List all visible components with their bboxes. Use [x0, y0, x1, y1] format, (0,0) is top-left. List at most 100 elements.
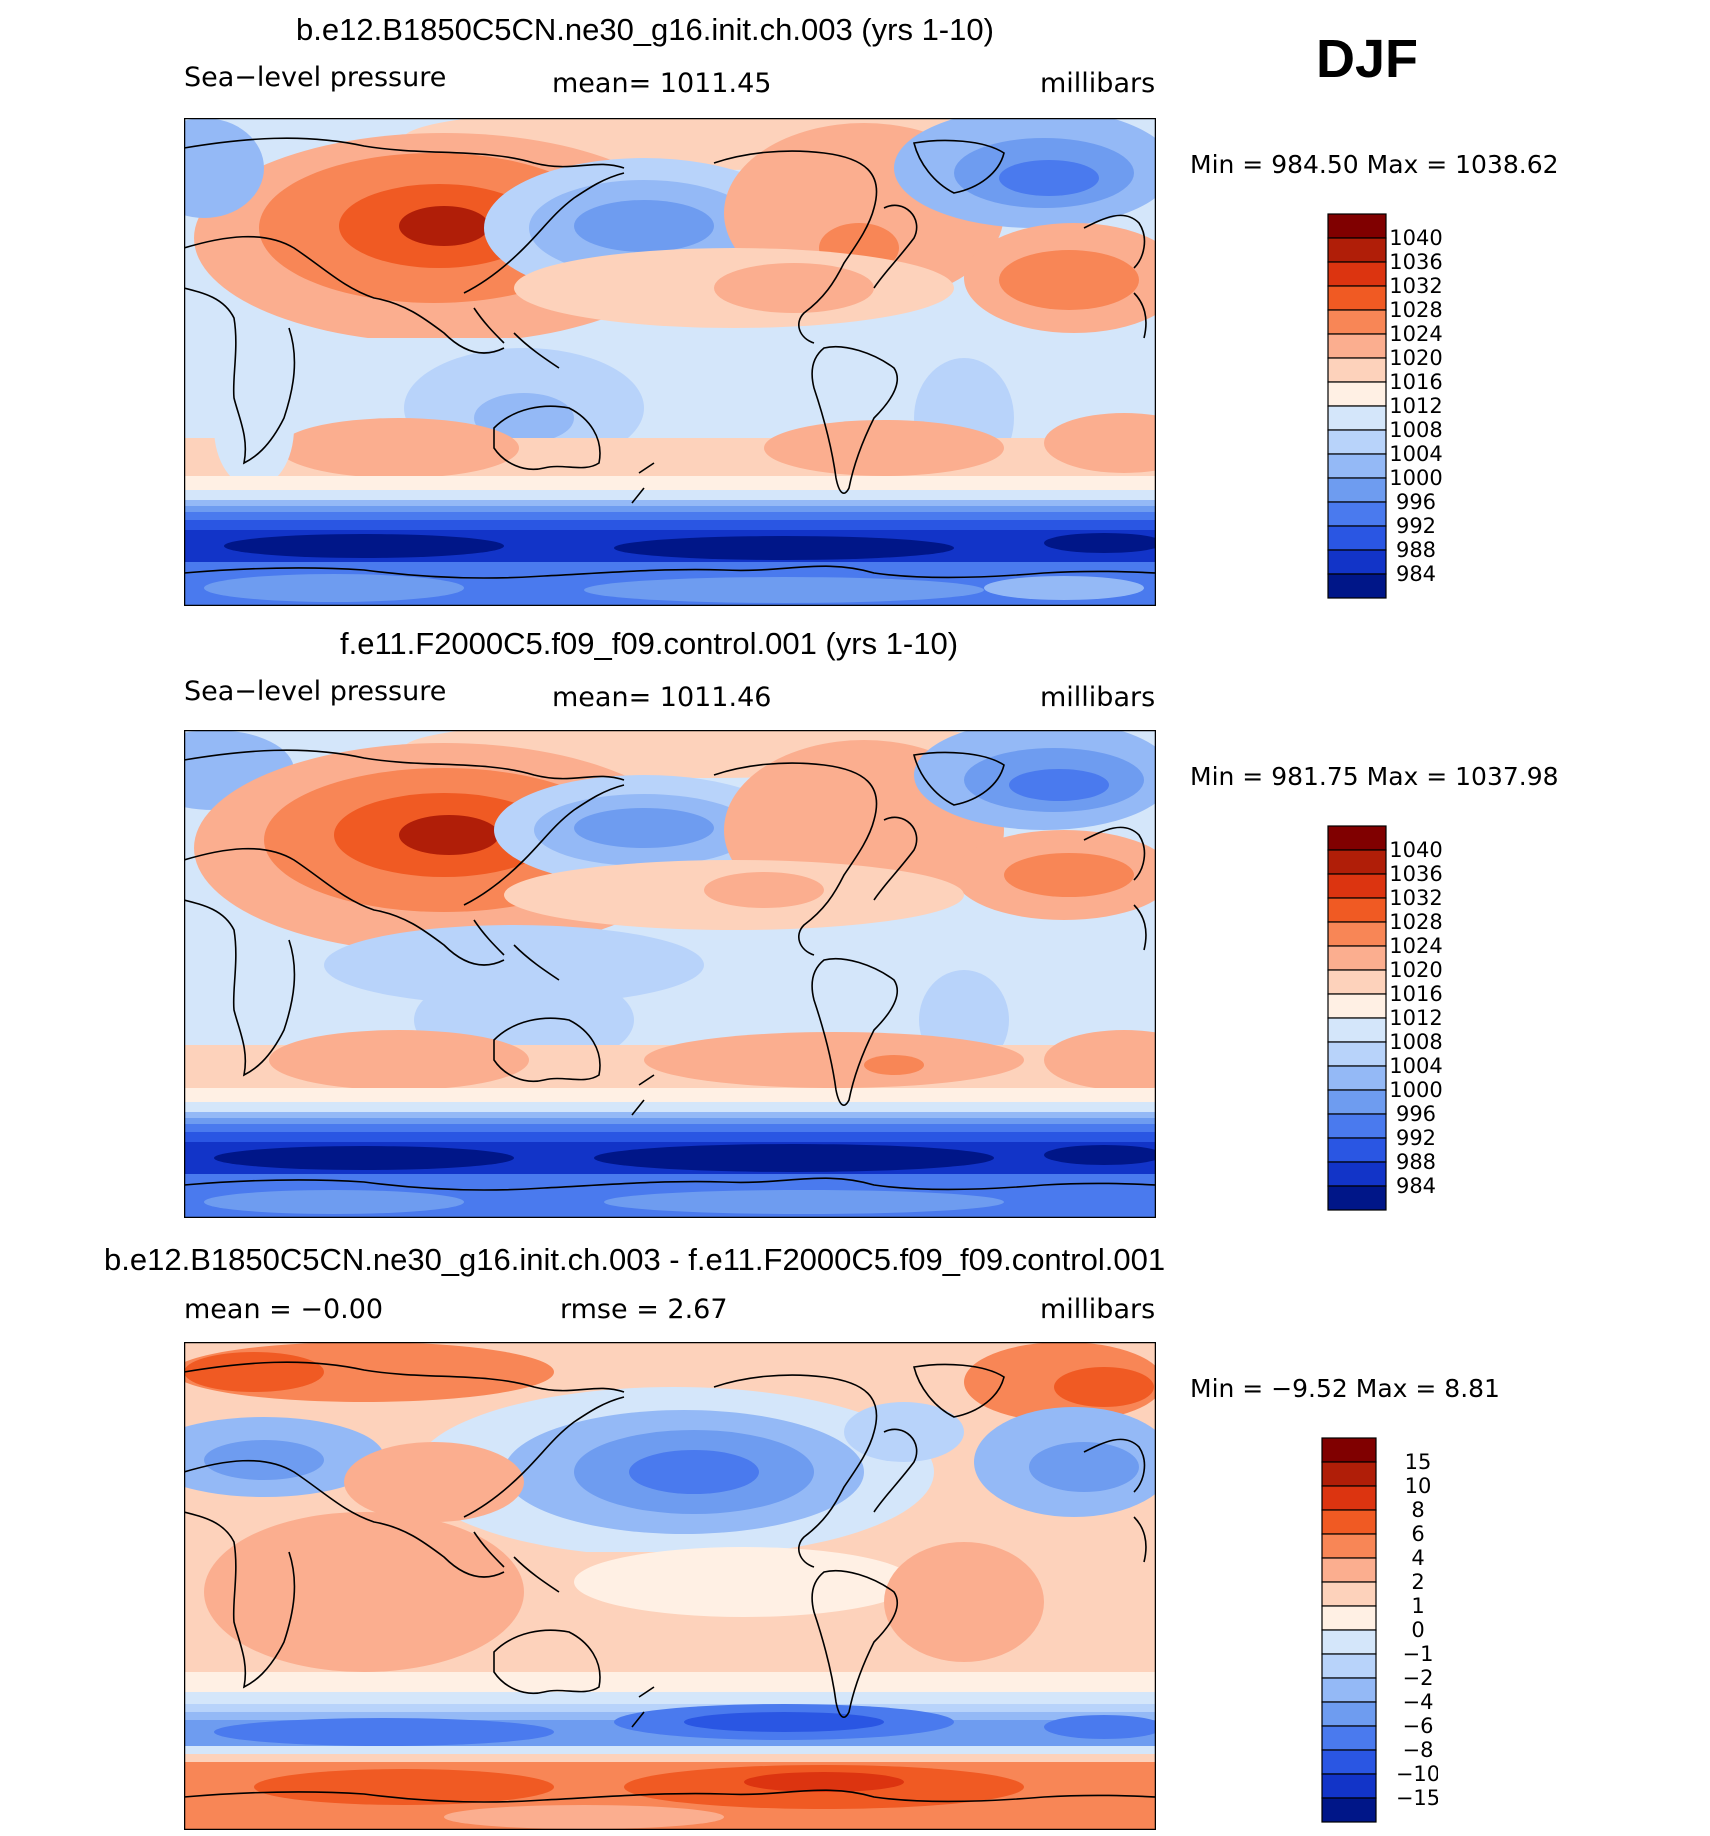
field-antarctic-2 — [584, 577, 984, 603]
field-africa-low — [214, 368, 294, 488]
field-so-core-2 — [594, 1144, 994, 1172]
colorbar-tick-label: 988 — [1396, 1150, 1436, 1174]
colorbar-tick-label: 1024 — [1389, 322, 1442, 346]
field-arctic-east-core — [1054, 1367, 1154, 1407]
field-south-indian-high — [279, 418, 519, 478]
colorbar-box — [1327, 969, 1387, 995]
coast-asia-east — [463, 1396, 625, 1518]
colorbar-box — [1327, 945, 1387, 971]
colorbar-box — [1327, 549, 1387, 575]
field-so-to-ant-2 — [184, 1754, 1156, 1764]
colorbar-tick-label: 0 — [1411, 1618, 1424, 1642]
colorbar-tick-label: 1028 — [1389, 910, 1442, 934]
colorbar-tick-label: 984 — [1396, 1174, 1436, 1198]
field-antarctic-1 — [204, 574, 464, 602]
coast-south-america — [811, 957, 899, 1106]
coast-antarctica — [184, 565, 1156, 579]
colorbar-box — [1327, 429, 1387, 455]
panel-3-map — [184, 1342, 1156, 1830]
coast-europe-west — [1083, 1438, 1147, 1563]
field-siberian-high-peak — [399, 815, 499, 855]
field-so-core-4 — [1044, 1715, 1156, 1739]
panel-1-variable-label: Sea−level pressure — [184, 62, 447, 93]
colorbar-box — [1321, 1653, 1377, 1679]
colorbar-box — [1321, 1533, 1377, 1559]
map-frame — [184, 1342, 1156, 1830]
colorbar-box — [1327, 285, 1387, 311]
field-north-pacific-negative-core — [629, 1450, 759, 1494]
field-icelandic-low-core — [999, 160, 1099, 196]
colorbar-tick-label: 1032 — [1389, 274, 1442, 298]
map-frame — [184, 730, 1156, 1218]
coast-new-zealand — [631, 462, 655, 504]
field-south-atlantic-high — [1044, 413, 1156, 473]
colorbar-tick-label: 992 — [1396, 1126, 1436, 1150]
field-icelandic-low-core — [1009, 769, 1109, 801]
field-so-core-2 — [614, 536, 954, 560]
coast-se-asia — [473, 919, 560, 981]
panel-3-units-label: millibars — [1040, 1294, 1156, 1325]
field-south-indian-high — [269, 1030, 529, 1090]
colorbar-tick-label: 1028 — [1389, 298, 1442, 322]
field-atlantic-west-low — [184, 118, 264, 218]
coast-se-asia — [473, 1531, 560, 1593]
coastlines — [184, 1361, 1156, 1803]
field-tibet-positive — [344, 1442, 524, 1522]
coast-australia — [493, 1629, 601, 1694]
colorbar-box — [1321, 1557, 1377, 1583]
field-antarctic-3 — [984, 576, 1144, 600]
coast-north-america-east — [873, 816, 918, 901]
colorbar-tick-label: −6 — [1403, 1714, 1434, 1738]
colorbar-tick-label: 1020 — [1389, 958, 1442, 982]
coast-north-america-east — [873, 204, 918, 289]
field-pacific-east-pale — [574, 1547, 914, 1617]
coast-africa — [184, 287, 296, 465]
colorbar-box — [1327, 1065, 1387, 1091]
colorbar-tick-label: 1020 — [1389, 346, 1442, 370]
colorbar-tick-label: −8 — [1403, 1738, 1434, 1762]
colorbar-box — [1327, 921, 1387, 947]
colorbar-tick-label: 1004 — [1389, 442, 1442, 466]
field-so-band-3 — [184, 500, 1156, 508]
coast-greenland — [913, 1363, 1005, 1418]
colorbar-box — [1327, 357, 1387, 383]
field-antarctic-1 — [204, 1190, 464, 1214]
field-so-band-2 — [184, 1102, 1156, 1114]
colorbar-tick-label: 1016 — [1389, 982, 1442, 1006]
coast-north-america — [713, 1374, 878, 1568]
colorbar-box — [1321, 1461, 1377, 1487]
colorbar-tick-label: 1 — [1411, 1594, 1424, 1618]
colorbar-tick-label: 988 — [1396, 538, 1436, 562]
colorbar-box — [1327, 1041, 1387, 1067]
colorbar-tick-label: 1036 — [1389, 862, 1442, 886]
field-so-core-1 — [224, 534, 504, 558]
field-so-band-6 — [184, 520, 1156, 532]
panel-1-colorbar: 1040103610321028102410201016101210081004… — [1327, 213, 1443, 599]
colorbar-box — [1321, 1749, 1377, 1775]
panel-3-title: b.e12.B1850C5CN.ne30_g16.init.ch.003 - f… — [104, 1242, 1166, 1277]
coast-europe-asia-south — [184, 847, 505, 966]
colorbar-box — [1327, 453, 1387, 479]
field-so-band-3 — [184, 1112, 1156, 1120]
panel-3-rmse-label: rmse = 2.67 — [560, 1294, 728, 1325]
coast-europe-asia-south — [184, 235, 505, 354]
colorbar-tick-label: 1040 — [1389, 226, 1442, 250]
field-south-pacific-high-core — [864, 1055, 924, 1075]
panel-1-mean-label: mean= 1011.45 — [552, 68, 772, 99]
panel-3-mean-label: mean = −0.00 — [184, 1294, 384, 1325]
panel-2-variable-label: Sea−level pressure — [184, 676, 447, 707]
colorbar-box — [1327, 405, 1387, 431]
coast-africa — [184, 899, 296, 1077]
field-aleutian-low-core — [574, 808, 714, 848]
colorbar-box — [1327, 333, 1387, 359]
coast-eurasia-north — [184, 137, 625, 169]
coast-south-america — [811, 345, 899, 494]
field-atlantic-negative-core — [1029, 1442, 1139, 1492]
coast-greenland — [913, 139, 1005, 194]
coast-eurasia-north — [184, 1361, 625, 1393]
field-arctic-positive-core — [184, 1352, 324, 1392]
colorbar-tick-label: 1004 — [1389, 1054, 1442, 1078]
panel-1-map — [184, 118, 1156, 606]
panel-2-colorbar: 1040103610321028102410201016101210081004… — [1327, 825, 1443, 1211]
colorbar-tick-label: 984 — [1396, 562, 1436, 586]
